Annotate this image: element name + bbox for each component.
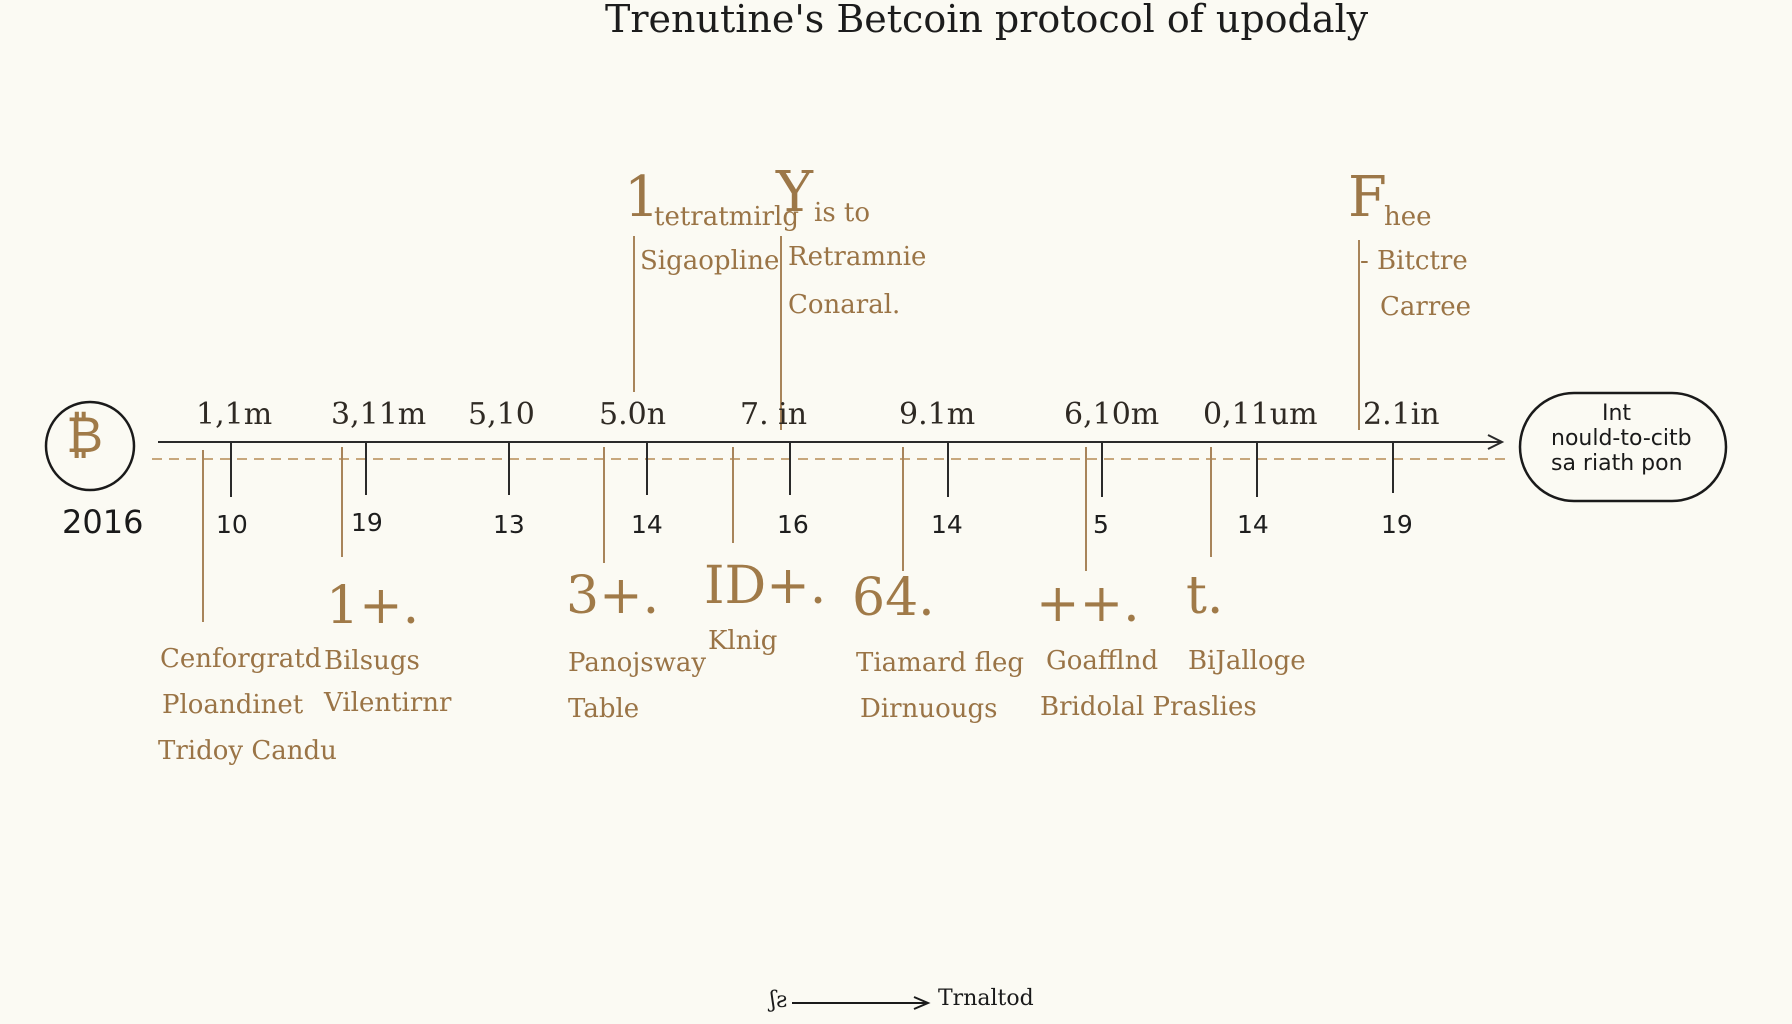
callout-above-line: Conaral. [788,290,901,320]
top-label: 5,10 [468,397,535,432]
top-label: 9.1m [899,397,976,432]
tick-number: 19 [351,508,383,537]
callout-above-number: F [1348,165,1387,230]
callout-below-number: 64. [852,568,935,628]
callout-below-line: Dirnuougs [860,694,998,724]
callout-below-number: 3+. [566,566,660,626]
callout-below-line: Ploandinet [162,690,304,720]
callout-below-line: Table [568,694,640,724]
end-node-line-1: Int [1602,401,1632,426]
top-label: 7. in [740,397,808,432]
end-node-shape [1518,391,1728,503]
callout-below-line: Tiamard fleg [856,648,1025,678]
start-year: 2016 [62,503,144,541]
page-title: Trenutine's Betcoin protocol of upodaly [605,0,1369,41]
top-label: 3,11m [331,397,427,432]
bitcoin-icon: ₿ [66,406,104,464]
axis-ticks [230,443,1394,497]
top-label: 0,11um [1203,397,1318,432]
callout-above-number: Y [776,160,813,225]
callout-above-heading: is to [814,198,871,228]
top-label: 6,10m [1064,397,1160,432]
callout-below-line: Bilsugs [324,646,420,676]
callout-below-line: Tridoy Candu [158,736,337,766]
top-label: 2.1in [1363,397,1440,432]
end-node-line-2: nould-to-citb [1551,426,1692,451]
rise-lines-above [633,236,1360,430]
callout-below-number: 1+. [326,576,420,636]
tick-number: 13 [493,510,525,539]
callout-below-number: ID+. [704,556,827,616]
tick-number: 14 [631,510,663,539]
end-node-line-3: sa riath pon [1551,451,1683,476]
drop-lines-below [202,447,1212,622]
callout-below-line: Goafflnd [1046,646,1159,676]
callout-below-line: Bridolal Praslies [1040,692,1257,722]
tick-number: 14 [1237,510,1269,539]
top-label: 5.0n [599,397,667,432]
callout-below-number: ++. [1036,574,1140,634]
tick-number: 19 [1381,510,1413,539]
callout-above-heading: hee [1384,202,1432,232]
callout-below-line: Klnig [708,626,778,656]
callout-below-line: Panojsway [568,648,707,678]
tick-number: 10 [216,510,248,539]
callout-above-number: 1 [624,165,660,230]
legend-glyph: ʃƨ [770,988,788,1013]
callout-above-line: Retramnie [788,242,927,272]
legend-arrowhead [913,996,931,1010]
callout-above-line: Sigaopline [640,246,780,276]
top-label: 1,1m [196,397,273,432]
callout-below-line: Vilentirnr [324,688,452,718]
start-node-circle [44,400,136,492]
axis-arrowhead [1487,434,1505,450]
tick-number: 16 [777,510,809,539]
callout-above-heading: tetratmirlg [654,202,800,232]
callout-below-line: Cenforgratd [160,644,322,674]
callout-below-number: t. [1186,566,1224,626]
tick-number: 14 [931,510,963,539]
callout-below-line: BiJalloge [1188,646,1306,676]
callout-above-line: - Bitctre [1360,246,1468,276]
callout-above-line: Carree [1380,292,1472,322]
legend-label: Trnaltod [938,986,1034,1011]
tick-number: 5 [1093,510,1109,539]
